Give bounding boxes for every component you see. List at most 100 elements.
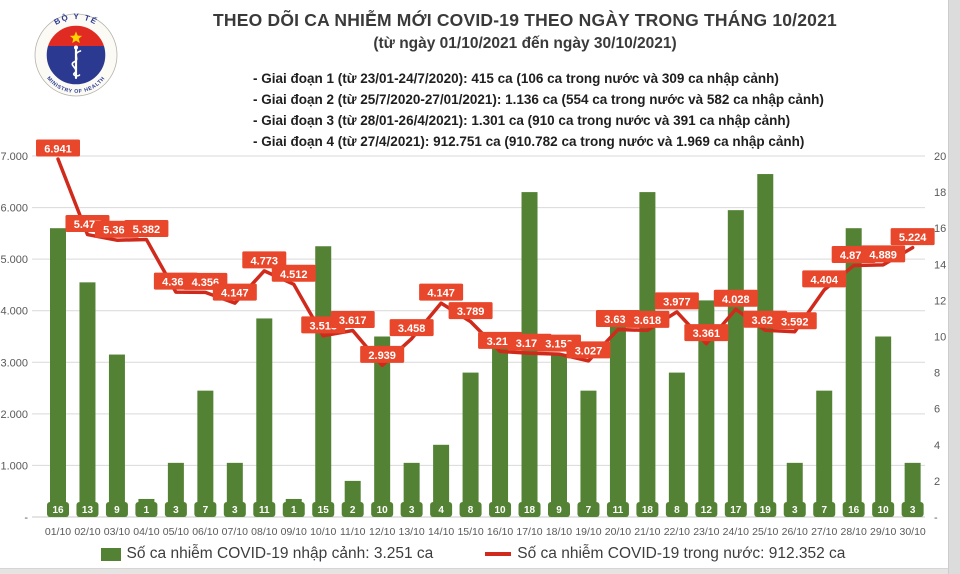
bar-value-pill	[312, 502, 335, 517]
line-label-22/10: 3.977	[663, 296, 691, 308]
right-axis-tick: 10	[934, 332, 946, 344]
right-axis-tick: 16	[934, 223, 946, 235]
line-label-28/10: 4.876	[840, 250, 868, 262]
bar-value-pill	[783, 502, 806, 517]
legend-imported-label: Số ca nhiễm COVID-19 nhập cảnh: 3.251 ca	[126, 545, 434, 562]
bar-value-pill	[665, 502, 688, 517]
x-axis-label-17/10: 17/10	[516, 526, 542, 538]
left-axis-tick: 3.000	[0, 357, 28, 369]
line-label-13/10: 3.458	[398, 323, 426, 335]
line-label-box-04/10	[124, 219, 169, 237]
bar-value-pill	[547, 502, 570, 517]
bar-value-pill	[76, 502, 99, 517]
bar-value-label: 10	[494, 505, 506, 516]
bar-value-label: 3	[232, 505, 238, 516]
x-axis-label-29/10: 29/10	[870, 526, 896, 538]
bar-value-label: 9	[556, 505, 562, 516]
right-axis-tick: 4	[934, 440, 940, 452]
bar-value-pill	[489, 502, 512, 517]
chart-legend: Số ca nhiễm COVID-19 nhập cảnh: 3.251 ca…	[0, 545, 946, 563]
bar-value-label: 17	[730, 505, 742, 516]
bar-value-label: 16	[52, 505, 64, 516]
bar-value-label: 18	[524, 505, 536, 516]
legend-domestic-label: Số ca nhiễm COVID-19 trong nước: 912.352…	[517, 545, 846, 562]
bar-value-label: 4	[438, 505, 444, 516]
bar-12/10	[374, 336, 391, 517]
bar-18/10	[550, 354, 567, 517]
bar-23/10	[698, 300, 715, 517]
line-label-27/10: 4.404	[810, 274, 838, 286]
line-label-box-19/10	[566, 341, 611, 359]
bar-value-pill	[105, 502, 128, 517]
bar-value-label: 10	[878, 505, 890, 516]
bar-19/10	[580, 390, 597, 517]
x-axis-label-01/10: 01/10	[45, 526, 71, 538]
bar-value-label: 3	[792, 505, 798, 516]
line-label-box-27/10	[802, 270, 847, 288]
x-axis-label-21/10: 21/10	[634, 526, 660, 538]
bar-value-label: 7	[586, 505, 592, 516]
bar-20/10	[609, 318, 626, 517]
legend-bar-swatch-icon	[100, 547, 121, 561]
bar-21/10	[639, 192, 656, 517]
bar-08/10	[256, 318, 273, 517]
bar-value-label: 3	[409, 505, 415, 516]
line-label-box-21/10	[625, 310, 670, 328]
x-axis-label-27/10: 27/10	[811, 526, 837, 538]
line-label-30/10: 5.224	[899, 232, 927, 244]
right-edge-strip	[948, 0, 960, 574]
line-label-box-22/10	[654, 292, 699, 310]
note-line-3: - Giai đoạn 3 (từ 28/01-26/4/2021): 1.30…	[253, 113, 791, 128]
x-axis-label-13/10: 13/10	[398, 526, 424, 538]
line-label-box-14/10	[419, 283, 464, 301]
x-axis-label-07/10: 07/10	[222, 526, 248, 538]
x-axis-label-06/10: 06/10	[192, 526, 218, 538]
bar-06/10	[197, 390, 214, 517]
phase-notes: - Giai đoạn 1 (từ 23/01-24/7/2020): 415 …	[253, 68, 824, 152]
legend-item-imported: Số ca nhiễm COVID-19 nhập cảnh: 3.251 ca	[100, 545, 434, 563]
line-label-11/10: 3.617	[339, 315, 367, 327]
bar-value-label: 16	[848, 505, 860, 516]
bar-value-pill	[430, 502, 453, 517]
line-label-16/10: 3.211	[487, 336, 514, 348]
left-axis-tick: 6.000	[0, 203, 28, 215]
line-label-03/10: 5.367	[103, 225, 131, 237]
right-axis-tick: 20	[934, 151, 946, 163]
line-label-10/10: 3.513	[309, 320, 337, 332]
bar-27/10	[816, 390, 833, 517]
left-axis-tick: 1.000	[0, 460, 28, 472]
line-label-09/10: 4.512	[280, 269, 308, 281]
right-axis-tick: 2	[934, 476, 940, 488]
bar-value-pill	[901, 502, 924, 517]
bar-value-label: 7	[203, 505, 209, 516]
x-axis-label-24/10: 24/10	[723, 526, 749, 538]
bar-value-pill	[164, 502, 187, 517]
bar-16/10	[492, 336, 509, 517]
note-line-1: - Giai đoạn 1 (từ 23/01-24/7/2020): 415 …	[253, 71, 779, 86]
line-label-box-09/10	[271, 264, 316, 282]
bar-value-label: 7	[821, 505, 827, 516]
right-axis-tick: 12	[934, 295, 946, 307]
bar-28/10	[845, 228, 862, 517]
bar-10/10	[315, 246, 332, 517]
x-axis-label-03/10: 03/10	[104, 526, 130, 538]
x-axis-label-11/10: 11/10	[340, 526, 366, 538]
bar-value-label: 15	[318, 505, 330, 516]
line-label-box-11/10	[330, 310, 375, 328]
x-axis-label-18/10: 18/10	[546, 526, 572, 538]
bar-value-label: 11	[613, 505, 624, 516]
left-axis-tick: 5.000	[0, 254, 28, 266]
x-axis-label-26/10: 26/10	[782, 526, 808, 538]
bar-value-pill	[577, 502, 600, 517]
bar-29/10	[875, 336, 892, 517]
line-label-21/10: 3.618	[634, 315, 662, 327]
line-label-04/10: 5.382	[133, 224, 161, 236]
bar-value-label: 8	[468, 505, 474, 516]
bar-value-pill	[459, 502, 482, 517]
bar-value-label: 3	[910, 505, 916, 516]
page-subtitle: (từ ngày 01/10/2021 đến ngày 30/10/2021)	[373, 35, 677, 52]
bar-value-pill	[813, 502, 836, 517]
line-label-12/10: 2.939	[368, 350, 396, 362]
